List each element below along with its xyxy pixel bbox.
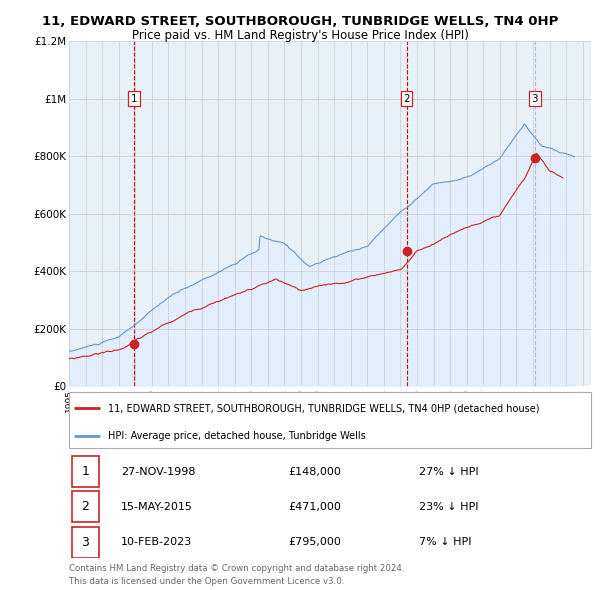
Text: 1: 1 (131, 94, 137, 104)
Text: Contains HM Land Registry data © Crown copyright and database right 2024.: Contains HM Land Registry data © Crown c… (69, 564, 404, 573)
Text: 2: 2 (403, 94, 410, 104)
Text: 7% ↓ HPI: 7% ↓ HPI (419, 537, 471, 547)
Text: £471,000: £471,000 (288, 502, 341, 512)
Text: £148,000: £148,000 (288, 467, 341, 477)
Text: 27% ↓ HPI: 27% ↓ HPI (419, 467, 478, 477)
Text: 11, EDWARD STREET, SOUTHBOROUGH, TUNBRIDGE WELLS, TN4 0HP (detached house): 11, EDWARD STREET, SOUTHBOROUGH, TUNBRID… (108, 403, 539, 413)
Text: Price paid vs. HM Land Registry's House Price Index (HPI): Price paid vs. HM Land Registry's House … (131, 30, 469, 42)
Text: 27-NOV-1998: 27-NOV-1998 (121, 467, 196, 477)
FancyBboxPatch shape (69, 392, 591, 448)
Text: 11, EDWARD STREET, SOUTHBOROUGH, TUNBRIDGE WELLS, TN4 0HP: 11, EDWARD STREET, SOUTHBOROUGH, TUNBRID… (42, 15, 558, 28)
Text: 10-FEB-2023: 10-FEB-2023 (121, 537, 193, 547)
Text: 1: 1 (81, 466, 89, 478)
Text: 3: 3 (81, 536, 89, 549)
Text: 2: 2 (81, 500, 89, 513)
Text: 23% ↓ HPI: 23% ↓ HPI (419, 502, 478, 512)
FancyBboxPatch shape (71, 491, 99, 523)
Text: 3: 3 (532, 94, 538, 104)
FancyBboxPatch shape (71, 457, 99, 487)
Text: HPI: Average price, detached house, Tunbridge Wells: HPI: Average price, detached house, Tunb… (108, 431, 366, 441)
FancyBboxPatch shape (71, 526, 99, 558)
Text: £795,000: £795,000 (288, 537, 341, 547)
Text: 15-MAY-2015: 15-MAY-2015 (121, 502, 193, 512)
Text: This data is licensed under the Open Government Licence v3.0.: This data is licensed under the Open Gov… (69, 577, 344, 586)
